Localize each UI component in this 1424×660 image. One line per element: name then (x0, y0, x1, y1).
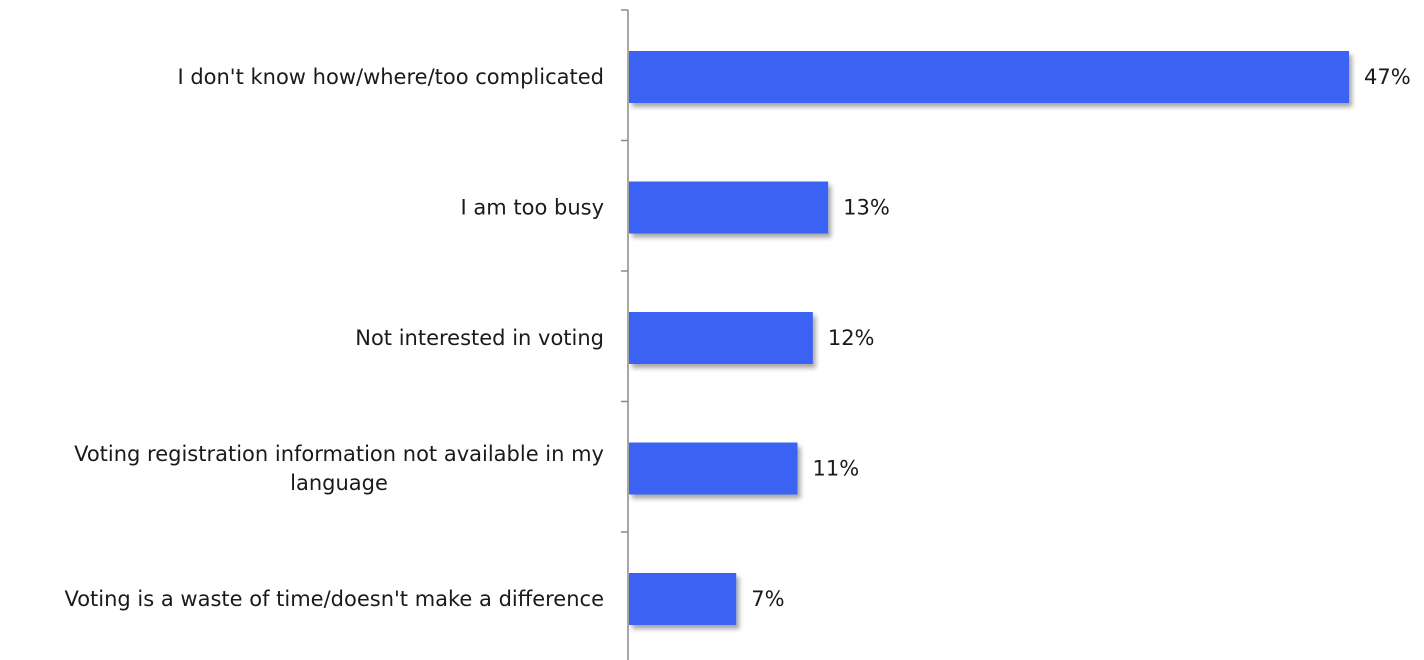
bar (629, 573, 737, 625)
bar (629, 442, 798, 495)
bar (629, 181, 829, 234)
category-label: I am too busy (461, 196, 604, 220)
bar (629, 312, 813, 364)
category-label: Not interested in voting (355, 326, 604, 350)
data-label: 47% (1364, 65, 1411, 89)
category-label: Voting registration information not avai… (74, 442, 604, 495)
bar (629, 51, 1349, 103)
data-label: 12% (828, 326, 875, 350)
data-label: 11% (813, 457, 860, 481)
data-label: 7% (751, 587, 784, 611)
data-label: 13% (843, 196, 890, 220)
category-label: Voting is a waste of time/doesn't make a… (64, 587, 604, 611)
category-label: I don't know how/where/too complicated (177, 65, 604, 89)
